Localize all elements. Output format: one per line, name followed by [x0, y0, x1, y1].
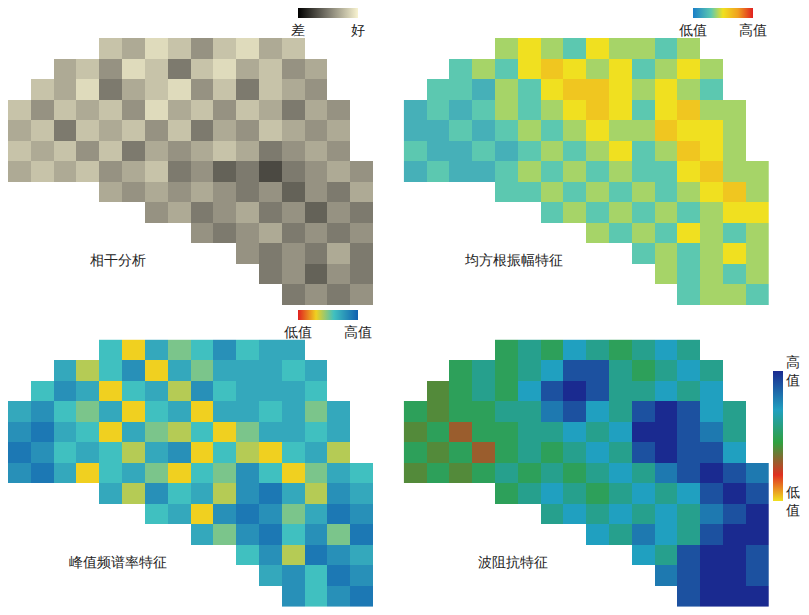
svg-text:高值: 高值: [739, 22, 767, 38]
svg-text:相干分析: 相干分析: [90, 252, 146, 268]
svg-text:好: 好: [351, 22, 365, 38]
svg-text:低值: 低值: [786, 484, 800, 518]
svg-text:均方根振幅特征: 均方根振幅特征: [464, 252, 563, 268]
svg-text:差: 差: [291, 22, 305, 38]
svg-text:低值: 低值: [284, 324, 312, 340]
svg-text:波阻抗特征: 波阻抗特征: [478, 554, 548, 570]
svg-text:峰值频谱率特征: 峰值频谱率特征: [69, 554, 167, 570]
svg-text:高值: 高值: [344, 324, 372, 340]
svg-text:低值: 低值: [679, 22, 707, 38]
svg-text:高值: 高值: [786, 354, 800, 388]
